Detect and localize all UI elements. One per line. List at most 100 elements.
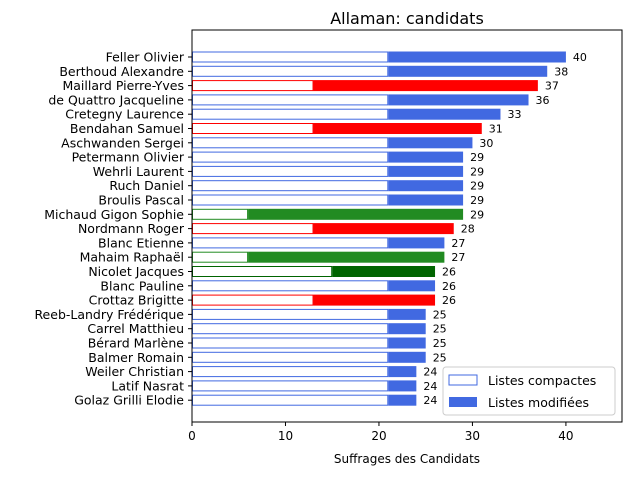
bar-compactes (192, 237, 389, 249)
candidate-label: Bérard Marlène (88, 336, 185, 351)
candidate-label: Balmer Romain (88, 350, 184, 365)
bar-compactes (192, 280, 389, 292)
candidate-label: Feller Olivier (106, 50, 185, 65)
legend: Listes compactes Listes modifiées (442, 366, 616, 416)
x-tick-label: 40 (558, 429, 573, 443)
legend-swatch-modifiees (449, 397, 477, 407)
bar-modifiees (388, 94, 529, 106)
x-tick-label: 0 (188, 429, 196, 443)
candidate-label: Aschwanden Sergei (61, 135, 184, 150)
value-label: 29 (470, 208, 484, 221)
value-label: 29 (470, 180, 484, 193)
x-tick-label: 20 (371, 429, 386, 443)
plot-area: 40 Feller Olivier 38 Berthoud Alexandre 37 Ma… (34, 50, 586, 444)
value-label: 29 (470, 194, 484, 207)
bar-modifiees (388, 51, 566, 63)
chart-title: Allaman: candidats (330, 9, 484, 28)
bar-modifiees (388, 337, 426, 349)
candidate-label: Blanc Pauline (100, 278, 184, 293)
bar-compactes (192, 366, 389, 378)
bar-modifiees (313, 294, 436, 306)
bar-modifiees (248, 251, 445, 263)
value-label: 40 (573, 51, 587, 64)
bar-compactes (192, 180, 389, 192)
bar-compactes (192, 266, 333, 277)
candidate-label: Michaud Gigon Sophie (44, 207, 184, 222)
legend-box (442, 366, 616, 416)
candidate-label: Maillard Pierre-Yves (62, 78, 184, 93)
candidate-label: Cretegny Laurence (65, 107, 184, 122)
candidate-label: Nordmann Roger (78, 221, 185, 236)
candidate-label: Carrel Matthieu (87, 321, 184, 336)
bar-compactes (192, 137, 389, 149)
candidate-label: de Quattro Jacqueline (48, 92, 184, 107)
bar-modifiees (388, 137, 473, 149)
legend-label-modifiees: Listes modifiées (488, 395, 589, 410)
bar-compactes (192, 123, 314, 134)
x-tick-label: 10 (278, 429, 293, 443)
candidate-label: Mahaim Raphaël (80, 250, 184, 265)
bar-modifiees (388, 180, 464, 192)
bar-modifiees (388, 237, 445, 249)
bar-modifiees (388, 151, 464, 163)
candidate-label: Blanc Etienne (98, 235, 184, 250)
candidate-label: Weiler Christian (85, 364, 184, 379)
value-label: 38 (554, 65, 568, 78)
candidate-label: Berthoud Alexandre (59, 64, 184, 79)
value-label: 26 (442, 294, 456, 307)
bar-modifiees (313, 223, 454, 235)
bar-compactes (192, 223, 314, 235)
bar-compactes (192, 51, 389, 63)
bar-modifiees (388, 351, 426, 363)
bar-compactes (192, 323, 389, 335)
value-label: 25 (433, 308, 447, 321)
bar-compactes (192, 94, 389, 106)
value-label: 26 (442, 266, 456, 279)
bar-modifiees (388, 394, 417, 406)
candidate-label: Crottaz Brigitte (89, 293, 185, 308)
value-label: 27 (451, 237, 465, 250)
candidate-label: Ruch Daniel (109, 178, 184, 193)
candidate-label: Nicolet Jacques (88, 264, 184, 279)
candidate-label: Latif Nasrat (111, 378, 184, 393)
value-label: 31 (489, 123, 503, 136)
bar-compactes (192, 165, 389, 177)
value-label: 29 (470, 151, 484, 164)
candidate-label: Reeb-Landry Frédérique (34, 307, 184, 322)
bar-compactes (192, 337, 389, 349)
value-label: 24 (423, 394, 437, 407)
bar-compactes (192, 108, 389, 120)
bar-modifiees (313, 123, 482, 134)
bar-modifiees (388, 165, 464, 177)
bar-modifiees (313, 80, 538, 92)
bar-compactes (192, 65, 389, 77)
x-tick-label: 30 (465, 429, 480, 443)
value-label: 27 (451, 251, 465, 264)
bar-modifiees (388, 194, 464, 206)
value-label: 26 (442, 280, 456, 293)
bar-modifiees (332, 266, 436, 277)
bar-compactes (192, 151, 389, 163)
bar-modifiees (388, 108, 501, 120)
bar-modifiees (388, 65, 548, 77)
bar-modifiees (388, 280, 436, 292)
value-label: 24 (423, 366, 437, 379)
bar-compactes (192, 80, 314, 92)
value-label: 24 (423, 380, 437, 393)
bar-compactes (192, 308, 389, 320)
bar-modifiees (388, 366, 417, 378)
candidate-label: Golaz Grilli Elodie (74, 393, 184, 408)
value-label: 25 (433, 351, 447, 364)
value-label: 36 (536, 94, 550, 107)
value-label: 29 (470, 165, 484, 178)
candidate-label: Wehrli Laurent (93, 164, 184, 179)
bar-modifiees (388, 308, 426, 320)
value-label: 30 (479, 137, 493, 150)
bar-compactes (192, 208, 249, 220)
legend-swatch-compactes (448, 374, 478, 386)
value-label: 25 (433, 323, 447, 336)
bar-compactes (192, 351, 389, 363)
bar-modifiees (388, 323, 426, 335)
candidate-label: Bendahan Samuel (70, 121, 184, 136)
